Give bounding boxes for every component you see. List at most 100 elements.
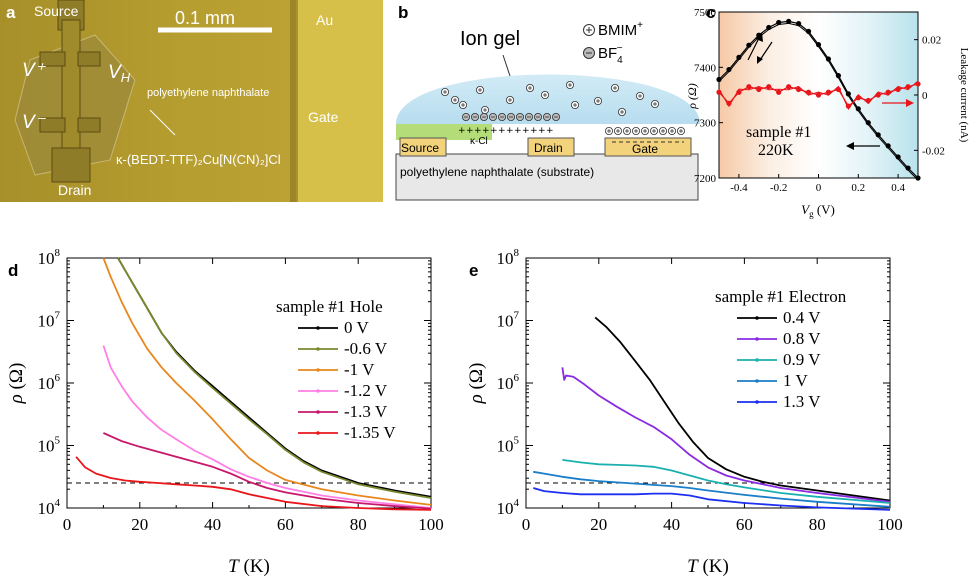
legend-label-d: 0 V	[344, 318, 369, 337]
legend-label-d: -1.35 V	[344, 423, 396, 442]
label-gate: Gate	[308, 109, 339, 125]
label-crystal: κ-(BEDT-TTF)₂Cu[N(CN)₂]Cl	[116, 152, 281, 167]
data-point-c	[885, 89, 891, 95]
label-gate-b: Gate	[632, 142, 658, 156]
data-point-c	[825, 56, 832, 62]
panel-c: c -0.4 -0.2 0 0.2 0.4 7200 7300 7400 7500 0.02 0 -0…	[685, 3, 969, 219]
data-point-c	[805, 28, 812, 34]
data-point-c	[815, 42, 822, 48]
vh-contact-top	[77, 51, 101, 67]
y2-tick-label-c: 0.02	[922, 35, 941, 47]
data-point-c	[895, 154, 901, 160]
kcl-layer	[396, 124, 492, 140]
ylabel-e: ρ (Ω)	[466, 363, 487, 405]
y2-tick-label-c: -0.02	[922, 145, 945, 157]
legend-marker-d	[316, 410, 320, 414]
sweep-arrow-up	[747, 35, 761, 61]
data-point-c	[815, 92, 822, 98]
series-line-e	[562, 459, 891, 504]
annotation-sample-c: sample #1	[746, 124, 811, 141]
data-point-c	[855, 95, 861, 101]
data-point-c	[825, 89, 832, 95]
drain-electrode	[527, 137, 575, 157]
x-tick-label-d: 0	[63, 515, 72, 534]
y-tick-label-e: 107	[497, 310, 520, 331]
xlabel-d: T (K)	[228, 556, 270, 577]
y2label-c: Leakage current (nA)	[958, 48, 969, 143]
legend-marker-d	[316, 347, 320, 351]
ion-gel-pointer	[502, 54, 511, 77]
induced-charge-plus: +	[474, 126, 482, 136]
y-tick-label-d: 104	[38, 497, 61, 518]
legend-title-e: sample #1 Electron	[715, 287, 847, 306]
label-vminus: V⁻	[22, 112, 47, 133]
data-point-c	[805, 89, 812, 95]
legend-marker-e	[755, 316, 759, 320]
panel-letter-e: e	[469, 261, 478, 280]
series-line-e	[594, 316, 891, 502]
legend-label-e: 1.3 V	[783, 392, 821, 411]
data-point-c	[905, 165, 911, 171]
data-point-c	[885, 143, 891, 149]
panel-e: e 0 20 40 60 80 100 104 105 106 107 108 sample #1 …	[466, 247, 903, 577]
label-source-b: Source	[401, 141, 439, 155]
induced-charge-plus: +	[458, 126, 466, 136]
induced-charge-plus: +	[530, 126, 538, 136]
vh-contact-bottom	[77, 117, 101, 133]
induced-charge-plus: +	[498, 126, 506, 136]
data-point-c	[786, 18, 792, 25]
legend-label-d: -1.2 V	[344, 381, 388, 400]
series-line-d	[103, 432, 432, 510]
legend-marker-e	[755, 337, 759, 341]
data-point-c	[746, 42, 752, 48]
x-tick-label-c: 0.4	[891, 182, 905, 194]
data-point-c	[796, 86, 802, 93]
y-tick-label-e: 106	[497, 372, 520, 393]
induced-charge-plus: +	[466, 126, 474, 136]
data-point-c	[716, 89, 722, 95]
panel-letter-a: a	[6, 3, 16, 22]
data-point-c	[865, 97, 871, 104]
label-kcl: κ-Cl	[470, 136, 488, 147]
data-point-c	[766, 24, 772, 31]
xlabel-c: Vg (V)	[801, 202, 835, 219]
data-point-c	[766, 84, 772, 90]
panel-b: b Ion gel BMIM+ BF4− κ-Cl Source Drain G…	[395, 3, 700, 201]
legend-title-d: sample #1 Hole	[276, 297, 383, 316]
x-tick-label-c: 0.2	[851, 182, 865, 194]
data-point-c	[905, 84, 911, 90]
x-tick-label-d: 40	[204, 515, 221, 534]
data-point-c	[796, 21, 802, 27]
crystal-pointer	[149, 109, 176, 136]
x-tick-label-c: -0.2	[770, 182, 787, 194]
cation-label: BMIM+	[598, 20, 643, 39]
induced-charge-plus: +	[538, 126, 546, 136]
legend-marker-e	[755, 379, 759, 383]
series-line-d	[117, 257, 432, 498]
x-tick-label-c: 0	[816, 182, 822, 194]
x-tick-label-e: 100	[877, 515, 903, 534]
data-point-c	[726, 100, 732, 106]
vplus-contact	[39, 51, 66, 67]
data-point-c	[726, 66, 732, 73]
data-point-c	[736, 89, 742, 95]
y-tick-label-e: 108	[497, 247, 520, 268]
substrate-block	[395, 153, 699, 201]
label-au: Au	[316, 12, 333, 28]
gate-electrode-region	[296, 0, 383, 202]
gate-edge	[290, 0, 298, 202]
legend-marker-d	[316, 389, 320, 393]
data-point-c	[776, 19, 782, 26]
x-tick-label-e: 40	[663, 515, 680, 534]
series-line-d	[75, 456, 432, 511]
data-point-c	[716, 76, 722, 83]
series-line-d	[102, 257, 432, 506]
data-point-c	[875, 92, 881, 98]
series-line-d	[102, 345, 432, 509]
label-ion-gel: Ion gel	[460, 28, 520, 50]
anion-label: BF4−	[598, 43, 623, 66]
y-tick-label-d: 105	[38, 435, 61, 456]
legend-label-d: -0.6 V	[344, 339, 388, 358]
label-substrate-b: polyethylene naphthalate (substrate)	[400, 165, 594, 179]
